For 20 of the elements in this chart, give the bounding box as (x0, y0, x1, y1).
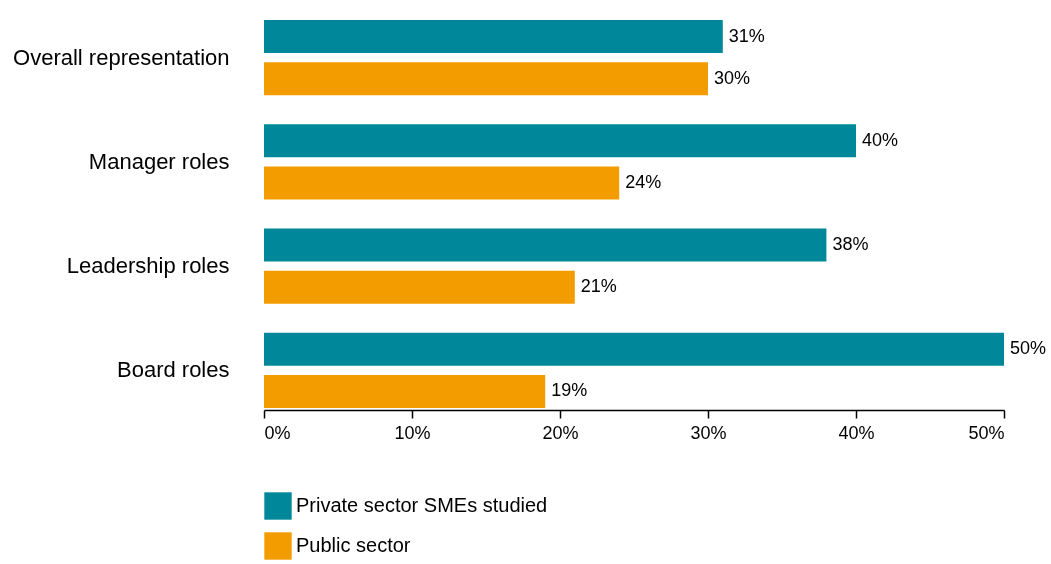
x-tick-label: 20% (542, 422, 579, 443)
data-label: 31% (728, 25, 765, 46)
data-label: 30% (714, 67, 751, 88)
x-tick-label: 30% (690, 422, 727, 443)
data-label: 38% (832, 234, 869, 255)
x-tick-label: 40% (838, 422, 875, 443)
y-tick-label: Leadership roles (66, 253, 230, 279)
data-label: 40% (862, 129, 899, 150)
y-tick-label: Overall representation (13, 44, 230, 70)
data-label: 19% (551, 380, 588, 401)
legend-label: Private sector SMEs studied (296, 494, 548, 516)
y-tick-label: Manager roles (88, 148, 230, 174)
legend-label: Public sector (296, 534, 411, 556)
data-label: 50% (1010, 338, 1047, 359)
data-label: 24% (625, 171, 662, 192)
data-label: 21% (580, 276, 617, 297)
x-tick-label: 0% (264, 422, 291, 443)
y-tick-label: Board roles (116, 357, 230, 383)
x-tick-label: 50% (968, 422, 1005, 443)
x-tick-label: 10% (394, 422, 431, 443)
